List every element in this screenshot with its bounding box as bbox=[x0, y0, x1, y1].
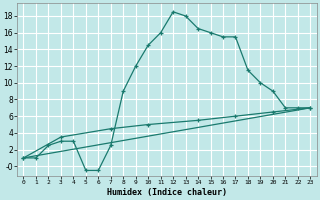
X-axis label: Humidex (Indice chaleur): Humidex (Indice chaleur) bbox=[107, 188, 227, 197]
